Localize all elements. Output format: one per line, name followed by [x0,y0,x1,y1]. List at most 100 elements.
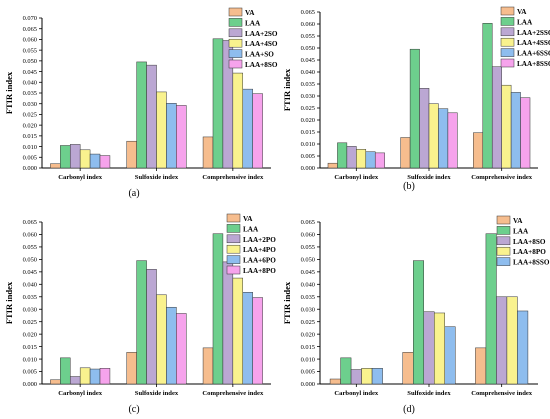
bar [242,88,253,169]
bar [60,357,71,385]
legend-swatch [226,213,241,223]
panel-label: (d) [403,404,415,415]
y-tick-label: 0.025 [23,112,37,119]
legend: VA LAA LAA+2SSO LAA+4SSO LAA+6SSO LAA+8SSO [500,6,550,68]
y-tick-label: 0.060 [301,232,315,239]
legend-label: LAA+8SSO [513,259,550,267]
x-tick-label: Comprehensive index [471,390,533,397]
bar [423,311,435,385]
legend-swatch [496,246,511,256]
bar [50,379,61,385]
y-tick-label: 0.035 [301,294,315,301]
y-axis-title: FTIR index [282,281,292,324]
bar [252,297,263,385]
legend-swatch [226,255,241,264]
bar [434,312,445,385]
legend-label: LAA+SO [245,51,274,59]
legend-swatch [496,215,511,225]
y-tick-label: 0.005 [23,154,37,161]
y-tick-label: 0.020 [301,117,315,124]
y-tick-label: 0.050 [23,257,37,264]
y-tick-label: 0.000 [23,381,37,388]
y-tick-label: 0.040 [301,69,315,76]
y-tick-label: 0.055 [23,47,37,54]
y-tick-label: 0.025 [23,319,37,326]
legend-swatch [500,37,515,47]
legend-label: VA [245,9,255,17]
y-tick-label: 0.055 [23,244,37,251]
legend-swatch [500,48,515,57]
bar [136,61,147,169]
bar [50,163,61,169]
bar [402,352,414,385]
y-tick-label: 0.060 [301,21,315,28]
y-tick-label: 0.000 [301,165,315,172]
legend-swatch [500,27,515,37]
y-tick-label: 0.030 [23,306,37,313]
y-tick-label: 0.035 [23,294,37,301]
y-tick-label: 0.040 [301,282,315,289]
y-axis-title: FTIR index [4,71,14,114]
legend-swatch [228,59,243,69]
y-tick-label: 0.065 [23,219,37,226]
y-tick-label: 0.050 [301,257,315,264]
y-tick-label: 0.065 [301,9,315,16]
legend-label: LAA+6SSO [517,50,550,58]
legend-label: LAA [243,225,259,233]
panel-label: (b) [403,181,415,192]
bar [252,93,263,169]
bar [496,296,508,385]
y-tick-label: 0.005 [23,369,37,376]
bar [146,269,157,385]
bar [232,72,244,169]
bar [346,146,357,169]
x-tick-label: Carbonyl index [334,390,378,397]
legend-swatch [496,236,511,246]
bar [419,88,430,169]
y-tick-label: 0.010 [23,356,37,363]
y-tick-label: 0.000 [23,165,37,172]
chart-panel-a: 0.000 0.005 0.010 0.015 0.020 0.025 0.030 0.035… [4,7,278,199]
bar [212,233,224,385]
y-tick-label: 0.065 [23,26,37,33]
y-tick-label: 0.015 [301,344,315,351]
legend-label: VA [513,217,523,225]
bar [176,313,187,385]
bar [361,368,373,385]
bar [517,310,529,385]
bar [371,368,383,385]
y-tick-label: 0.020 [23,331,37,338]
legend-swatch [496,226,511,235]
legend-swatch [500,17,515,26]
y-axis-title: FTIR index [282,68,292,111]
bar [166,306,177,385]
bar [99,155,111,169]
bar [356,149,367,169]
y-tick-label: 0.035 [23,90,37,97]
legend-label: VA [517,8,527,16]
panel-label: (c) [128,404,139,415]
legend-swatch [228,18,243,27]
chart-panel-d: 0.000 0.005 0.010 0.015 0.020 0.025 0.030 0.035… [282,215,550,415]
legend-label: LAA+8SSO [517,60,550,68]
bar [222,261,234,385]
chart-panel-c: 0.000 0.005 0.010 0.015 0.020 0.025 0.030 0.035… [4,213,276,415]
bar [156,91,167,169]
bar [202,347,214,385]
y-tick-label: 0.045 [23,69,37,76]
legend-label: LAA+2SO [245,30,278,38]
bar [202,136,214,169]
bar [126,352,137,385]
legend: VA LAA LAA+2PO LAA+4PO LAA+6PO LAA+8PO [226,213,276,275]
y-tick-label: 0.015 [301,129,315,136]
bar [89,368,101,385]
y-tick-label: 0.000 [301,381,315,388]
legend-swatch [226,224,241,233]
bar [327,162,338,169]
bar [212,38,224,169]
y-tick-label: 0.035 [301,81,315,88]
bar [485,233,497,385]
bar [506,296,518,385]
bar [126,140,137,169]
x-tick-label: Sulfoxide index [407,390,451,397]
